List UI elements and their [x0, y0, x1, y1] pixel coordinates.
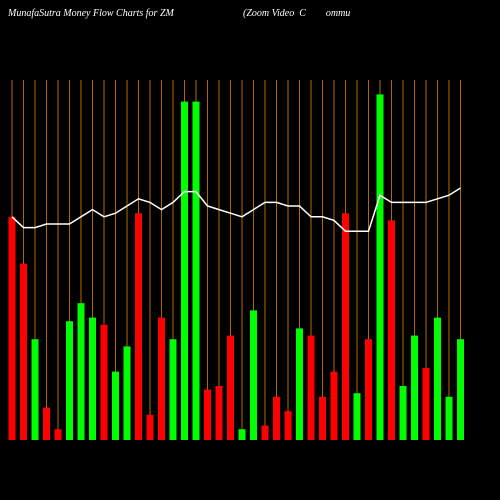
bar: [457, 339, 464, 440]
bar: [66, 321, 73, 440]
bar: [215, 386, 223, 440]
bar: [169, 339, 177, 440]
chart-subtitle: (Zoom Video C ommu: [243, 8, 350, 19]
bar: [181, 101, 188, 440]
bar: [434, 317, 441, 440]
bar: [330, 371, 338, 440]
bar: [399, 386, 407, 440]
bar: [54, 429, 62, 440]
bar: [112, 371, 119, 440]
bar: [388, 220, 395, 440]
bar: [445, 396, 453, 440]
money-flow-line: [11, 187, 461, 232]
bar: [227, 335, 234, 440]
bar: [376, 94, 384, 441]
bar: [296, 328, 303, 440]
bar: [250, 310, 257, 440]
chart-title: MunafaSutra Money Flow Charts for ZM: [7, 8, 175, 19]
bar: [146, 414, 154, 440]
bar: [43, 407, 50, 440]
bar: [77, 303, 85, 440]
bar: [100, 324, 108, 440]
bar: [261, 425, 269, 440]
bar: [411, 335, 418, 440]
bar: [284, 411, 292, 440]
bar: [307, 335, 315, 440]
bar: [365, 339, 372, 440]
bar: [31, 339, 39, 440]
bar: [342, 213, 349, 440]
bar: [204, 389, 211, 440]
bar: [20, 263, 27, 440]
bar: [158, 317, 165, 440]
bar: [273, 396, 280, 440]
bar: [192, 101, 200, 440]
bar: [123, 346, 131, 440]
bar: [319, 396, 326, 440]
bar: [8, 216, 16, 440]
bar: [89, 317, 96, 440]
bar: [238, 429, 246, 440]
bar: [422, 368, 430, 440]
bar: [135, 213, 142, 440]
bar: [353, 393, 361, 440]
